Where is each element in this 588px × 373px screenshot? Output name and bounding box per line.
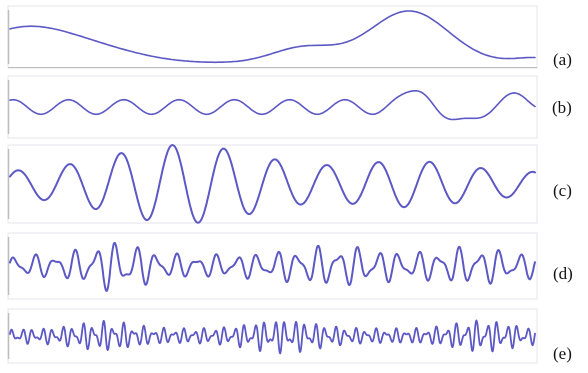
panel-frame (7, 308, 538, 364)
panel-b: (b) (7, 75, 572, 139)
panel-frame (7, 75, 538, 139)
panel-label-a: (a) (553, 50, 572, 69)
waveform-d (9, 241, 536, 292)
panel-label-e: (e) (553, 344, 572, 363)
panel-frame (7, 144, 538, 224)
panel-label-c: (c) (553, 181, 572, 200)
panel-c: (c) (7, 144, 572, 224)
panel-e: (e) (7, 308, 572, 364)
panel-frame (7, 232, 538, 300)
panel-d: (d) (7, 232, 573, 300)
panel-frame (7, 5, 538, 69)
waveform-b (9, 90, 536, 121)
waveform-c (9, 144, 536, 224)
panel-a: (a) (7, 5, 572, 69)
waveform-a (9, 10, 536, 64)
waveform-e (9, 319, 536, 355)
panel-label-d: (d) (553, 264, 573, 283)
panel-label-b: (b) (552, 98, 572, 117)
